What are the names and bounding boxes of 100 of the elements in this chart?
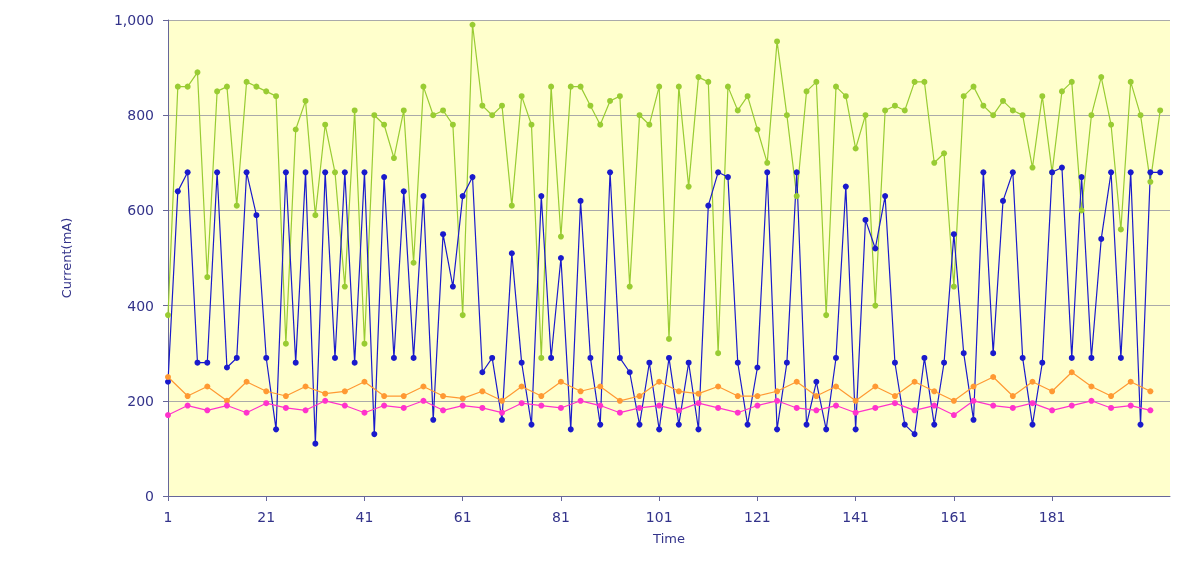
point [754,402,761,409]
point [479,388,486,395]
point [597,402,604,409]
point [990,402,997,409]
x-tick-label: 141 [842,509,870,525]
point [1147,388,1154,395]
point [1147,407,1154,414]
point [400,393,407,400]
point [891,400,898,407]
point [302,383,309,390]
point [950,397,957,404]
point [538,393,545,400]
point [1068,369,1075,376]
x-tick-label: 161 [940,509,968,525]
point [243,378,250,385]
point [597,383,604,390]
point [656,378,663,385]
point [459,395,466,402]
x-tick-label: 41 [355,509,374,525]
point [1029,378,1036,385]
point [656,402,663,409]
point [381,402,388,409]
point [950,412,957,419]
point [754,393,761,400]
point [715,404,722,411]
point [872,404,879,411]
point [322,397,329,404]
point [341,402,348,409]
point [1029,400,1036,407]
point [1049,388,1056,395]
point [165,374,171,380]
point [793,404,800,411]
point [813,407,820,414]
point [204,407,211,414]
x-tick-label: 121 [744,509,771,525]
point [184,393,191,400]
point [833,402,839,409]
point [774,397,781,404]
y-tick-label: 600 [127,202,154,219]
point [793,378,800,385]
point [813,393,820,400]
point [636,393,643,400]
point [1108,404,1115,411]
point [282,404,289,411]
point [774,388,781,395]
point [852,409,859,416]
point [911,407,918,414]
point [518,400,525,407]
point [931,388,938,395]
point [1108,393,1115,400]
point [400,404,407,411]
point [1088,397,1095,404]
point [1068,402,1075,409]
point [479,404,486,411]
point [243,409,250,416]
point [695,400,702,407]
point [420,383,427,390]
point [833,383,839,390]
x-tick-label: 101 [645,509,673,525]
x-tick-label: 181 [1038,509,1066,525]
y-tick-label: 800 [127,107,154,124]
point [970,397,977,404]
point [165,412,171,419]
point [557,378,564,385]
x-tick-label: 81 [552,509,570,525]
point [341,388,348,395]
point [1127,378,1134,385]
point [577,397,584,404]
point [263,400,270,407]
point [852,397,859,404]
point [675,388,682,395]
point [577,388,584,395]
point [734,409,741,416]
y-tick-label: 1,000 [113,12,154,28]
y-axis-title: Current(mA) [59,217,74,299]
point [675,407,682,414]
point [499,397,505,404]
point [263,388,270,395]
x-tick-label: 61 [453,509,472,525]
point [616,397,623,404]
x-tick-label: 21 [257,509,276,525]
point [636,404,643,411]
point [616,409,623,416]
point [499,409,505,416]
point [1009,393,1016,400]
point [970,383,977,390]
point [440,393,447,400]
point [381,393,388,400]
point [911,378,918,385]
point [322,390,329,397]
point [990,374,997,380]
y-tick-label: 400 [127,297,154,314]
point [223,397,230,404]
point [420,397,427,404]
point [715,383,722,390]
point [440,407,447,414]
y-tick-label: 200 [127,392,154,409]
point [891,393,898,400]
point [223,402,230,409]
point [184,402,191,409]
